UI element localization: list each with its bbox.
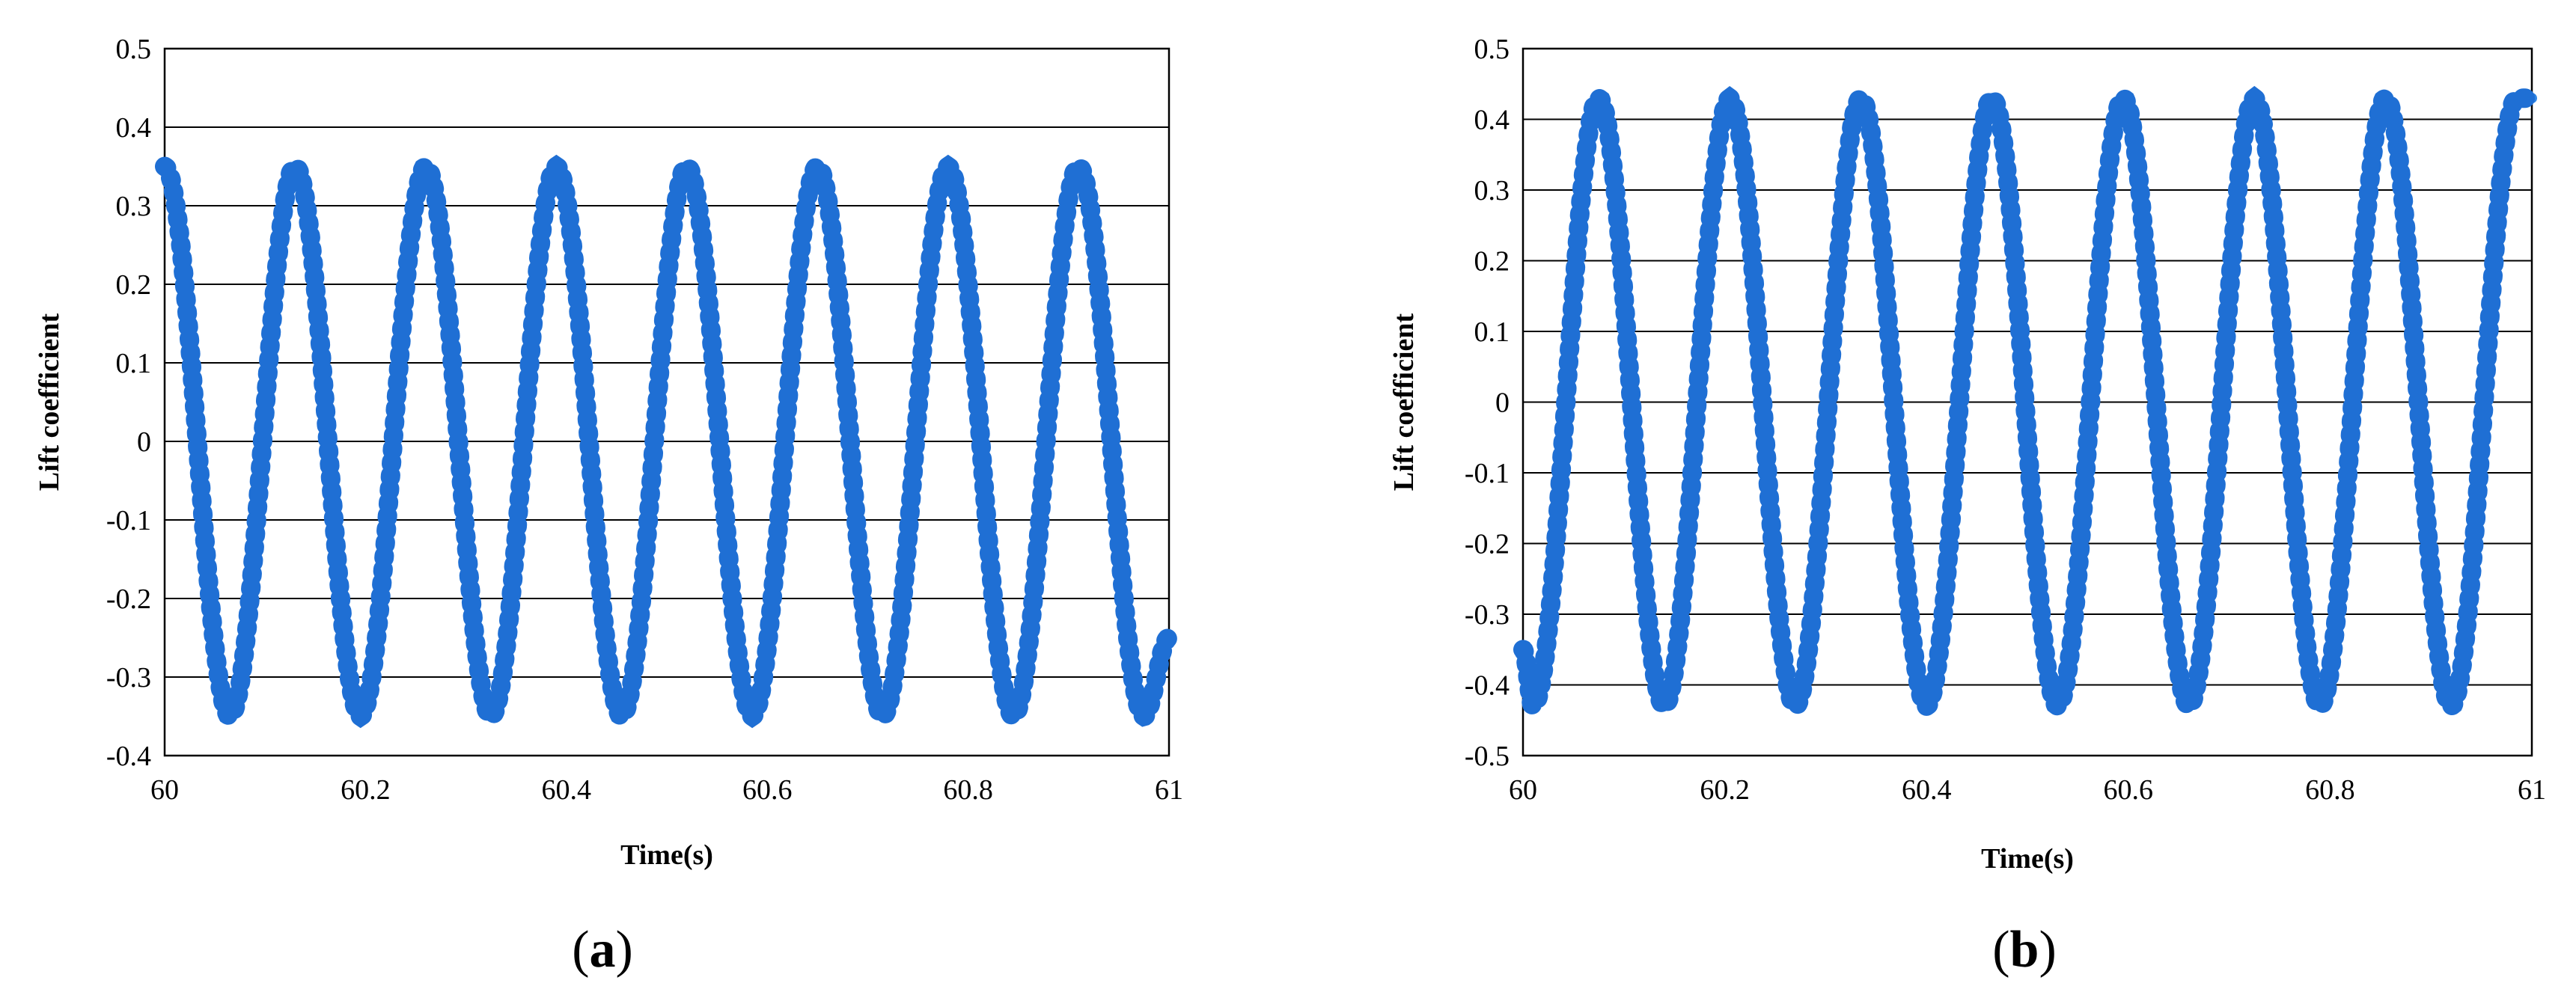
x-tick-label: 60 (1509, 774, 1537, 806)
y-tick-label: -0.5 (1465, 741, 1510, 772)
x-tick-label: 60.4 (1902, 774, 1952, 806)
y-tick-label: 0.3 (1474, 175, 1510, 206)
x-tick-label: 60.2 (341, 774, 391, 806)
y-tick-label: -0.4 (1465, 670, 1510, 702)
y-tick-label: 0.1 (116, 348, 152, 379)
x-tick-label: 60.8 (943, 774, 993, 806)
y-tick-label: 0.4 (1474, 105, 1510, 136)
y-tick-label: -0.3 (106, 662, 151, 694)
plot-frame (163, 47, 1171, 757)
y-axis-title: Lift coefficient (1388, 313, 1420, 491)
y-tick-label: -0.2 (1465, 529, 1510, 560)
panel-label: (a) (572, 921, 633, 979)
y-tick-label: -0.4 (106, 741, 151, 772)
x-tick-label: 61 (1155, 774, 1183, 806)
x-tick-label: 60.6 (2104, 774, 2154, 806)
y-tick-label: 0.3 (116, 191, 152, 222)
y-tick-label: 0.5 (116, 34, 152, 65)
y-tick-label: -0.1 (1465, 458, 1510, 489)
y-tick-label: 0.5 (1474, 34, 1510, 65)
x-tick-label: 61 (2518, 774, 2546, 806)
y-tick-label: -0.3 (1465, 599, 1510, 631)
y-tick-label: 0.1 (1474, 316, 1510, 348)
y-tick-label: -0.1 (106, 505, 151, 536)
series-markers (155, 154, 1179, 729)
y-tick-label: 0 (137, 426, 151, 458)
plot-frame (1522, 47, 2533, 757)
chart-panel-b: 0.5 0.4 0.3 0.2 0.1 0 -0.1 -0.2 -0.3 -0.4 -0.560 60… (1388, 34, 2546, 979)
x-axis-title: Time(s) (1981, 843, 2074, 875)
panel-label: (b) (1992, 921, 2057, 979)
series-markers (1513, 85, 2542, 719)
y-tick-label: -0.2 (106, 584, 151, 615)
x-tick-label: 60.8 (2305, 774, 2355, 806)
x-axis-title: Time(s) (620, 839, 713, 871)
y-axis-title: Lift coefficient (34, 313, 65, 491)
y-tick-label: 0.2 (1474, 246, 1510, 278)
y-tick-label: 0.2 (116, 269, 152, 301)
y-tick-label: 0.4 (116, 112, 152, 144)
x-tick-label: 60.2 (1700, 774, 1750, 806)
x-tick-label: 60.4 (542, 774, 592, 806)
y-tick-label: 0 (1495, 388, 1510, 419)
x-tick-label: 60.6 (742, 774, 793, 806)
chart-panel-a: 0.5 0.4 0.3 0.2 0.1 0 -0.1 -0.2 -0.3 -0.460 60.2 60… (34, 34, 1183, 979)
x-tick-label: 60 (150, 774, 179, 806)
